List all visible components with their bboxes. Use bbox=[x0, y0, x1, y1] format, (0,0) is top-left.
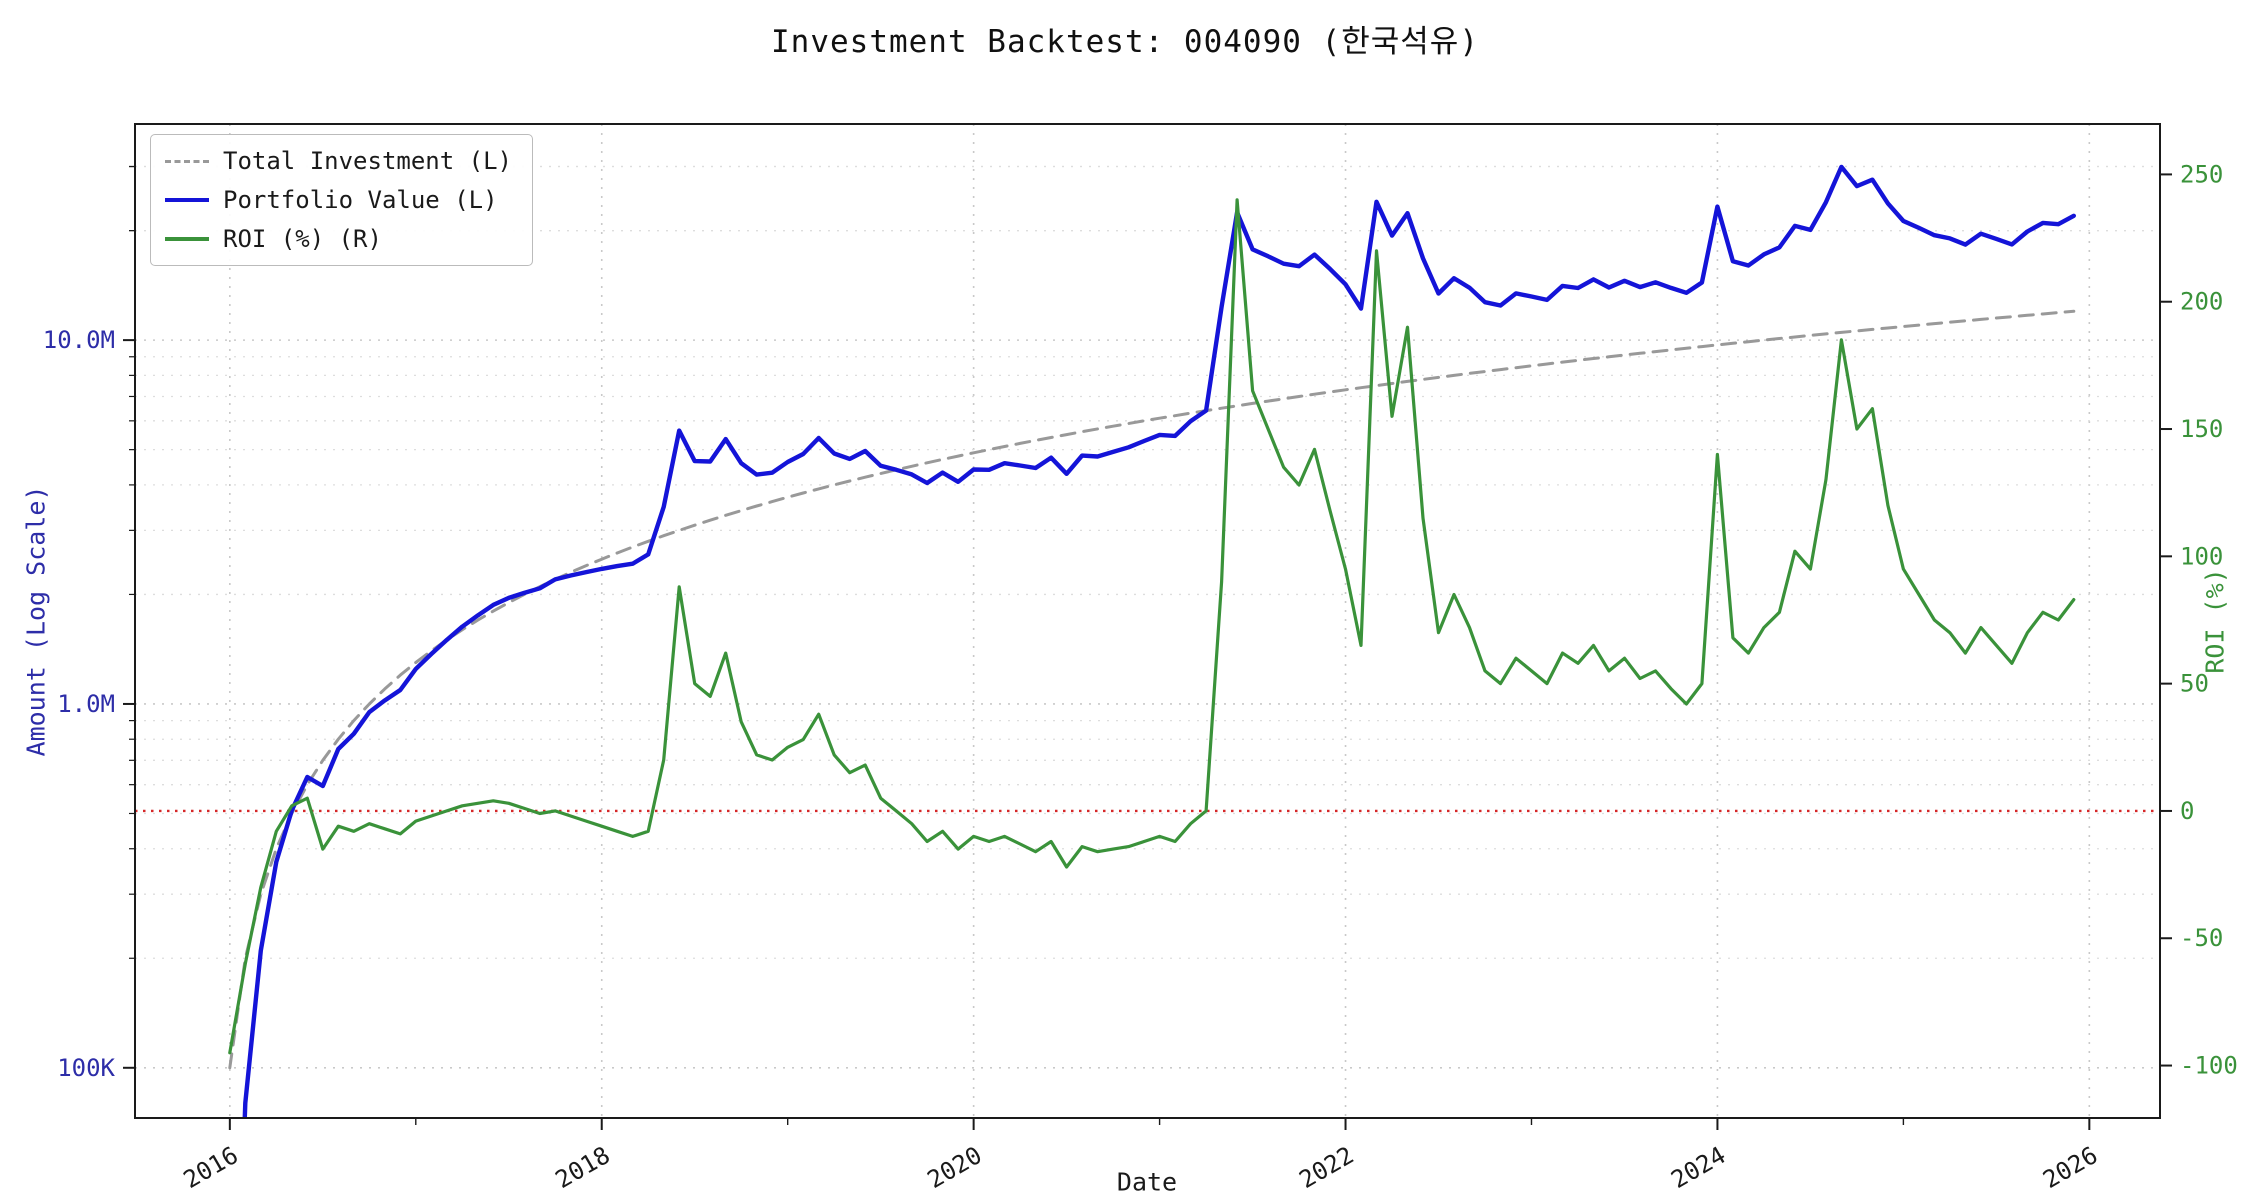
roi-line bbox=[228, 198, 2076, 1055]
x-axis-title: Date bbox=[1116, 1167, 1178, 1197]
legend-item-portfolio-value: Portfolio Value (L) bbox=[165, 186, 512, 214]
x-tick-label: 2020 bbox=[923, 1141, 987, 1194]
right-tick-label: 100 bbox=[2180, 542, 2223, 570]
x-tick-label: 2026 bbox=[2038, 1141, 2102, 1194]
x-tick-label: 2024 bbox=[1666, 1141, 1730, 1194]
right-tick-label: 50 bbox=[2180, 670, 2209, 698]
legend-line-roi-icon bbox=[165, 237, 209, 241]
portfolio-value-line bbox=[242, 164, 2077, 1118]
plot-border bbox=[134, 123, 2161, 1119]
right-tick-label: 150 bbox=[2180, 415, 2223, 443]
left-tick-label: 1.0M bbox=[57, 690, 115, 718]
left-axis-title: Amount (Log Scale) bbox=[21, 485, 51, 757]
legend-label-roi: ROI (%) (R) bbox=[223, 225, 382, 253]
right-axis-title: ROI (%) bbox=[2200, 568, 2230, 674]
legend: Total Investment (L) Portfolio Value (L)… bbox=[150, 134, 533, 266]
legend-label-portfolio-value: Portfolio Value (L) bbox=[223, 186, 498, 214]
left-tick-label: 10.0M bbox=[43, 326, 115, 354]
right-tick-label: 250 bbox=[2180, 160, 2223, 188]
x-tick-label: 2022 bbox=[1294, 1141, 1358, 1194]
legend-item-total-investment: Total Investment (L) bbox=[165, 147, 512, 175]
x-tick-label: 2016 bbox=[179, 1141, 243, 1194]
right-tick-label: -50 bbox=[2180, 924, 2223, 952]
x-tick-label: 2018 bbox=[551, 1141, 615, 1194]
right-tick-label: -100 bbox=[2180, 1052, 2238, 1080]
right-tick-label: 0 bbox=[2180, 797, 2194, 825]
total-investment-line bbox=[228, 309, 2076, 1070]
legend-item-roi: ROI (%) (R) bbox=[165, 225, 512, 253]
left-tick-label: 100K bbox=[57, 1054, 115, 1082]
right-tick-label: 200 bbox=[2180, 288, 2223, 316]
legend-line-total-investment-icon bbox=[165, 159, 209, 163]
legend-label-total-investment: Total Investment (L) bbox=[223, 147, 512, 175]
chart-title: Investment Backtest: 004090 (한국석유) bbox=[771, 24, 1479, 60]
legend-line-portfolio-value-icon bbox=[165, 197, 209, 203]
